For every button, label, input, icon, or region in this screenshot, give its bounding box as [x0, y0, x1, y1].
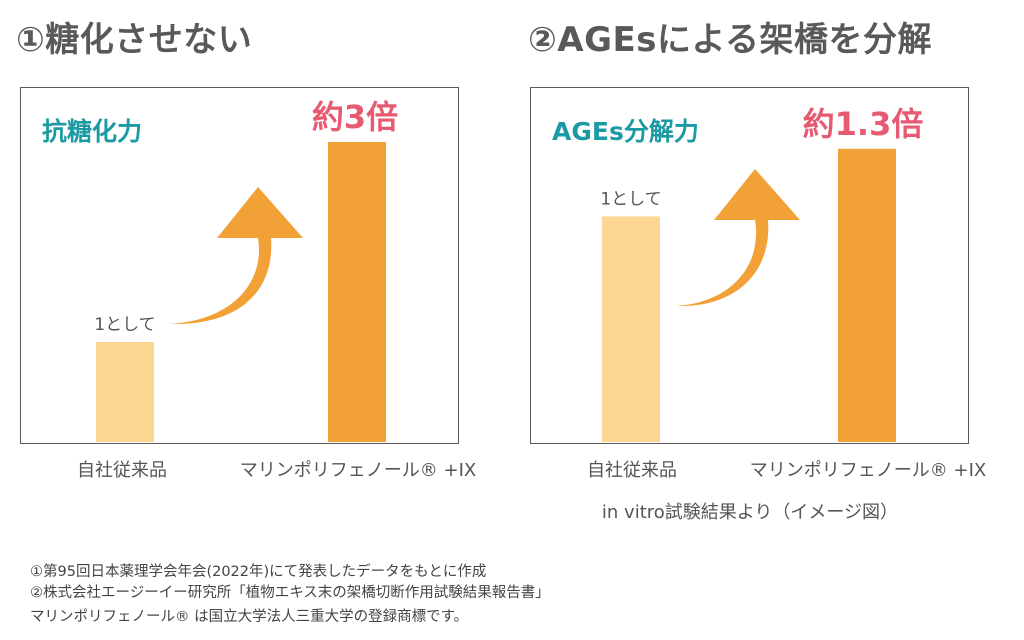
base-bar	[96, 342, 154, 442]
category-label-base: 自社従来品	[587, 460, 677, 481]
footnote-1: ①第95回日本薬理学会年会(2022年)にて発表したデータをもとに作成	[30, 564, 487, 580]
product-bar	[328, 142, 386, 442]
chart-frame	[530, 87, 969, 444]
base-bar-label: 1として	[94, 315, 155, 335]
category-label-base: 自社従来品	[77, 460, 167, 481]
increase-arrow	[170, 187, 303, 325]
increase-arrow	[676, 169, 800, 307]
product-bar-label: 約1.3倍	[803, 105, 924, 143]
chart-caption: in vitro試験結果より（イメージ図）	[602, 502, 898, 523]
product-bar-label: 約3倍	[312, 98, 398, 136]
footnote-2: ②株式会社エージーイー研究所「植物エキス末の架橋切断作用試験結果報告書」	[30, 585, 550, 601]
anti-glycation-chart: 抗糖化力 1として 約3倍 自社従来品 マリンポリフェノール® +IX	[20, 87, 476, 481]
base-bar-label: 1として	[600, 189, 661, 209]
ages-decomposition-chart: AGEs分解力 1として 約1.3倍 自社従来品 マリンポリフェノール® +IX…	[530, 87, 986, 523]
right-heading: ②AGEsによる架橋を分解	[528, 20, 932, 60]
footnote-trademark: マリンポリフェノール® は国立大学法人三重大学の登録商標です。	[30, 609, 469, 625]
chart-frame	[20, 87, 459, 444]
category-label-product: マリンポリフェノール® +IX	[750, 460, 986, 481]
category-label-product: マリンポリフェノール® +IX	[240, 460, 476, 481]
left-heading: ①糖化させない	[16, 20, 253, 60]
panel-label: AGEs分解力	[552, 117, 699, 146]
product-bar	[838, 148, 896, 442]
base-bar	[602, 216, 660, 442]
panel-label: 抗糖化力	[42, 117, 142, 146]
